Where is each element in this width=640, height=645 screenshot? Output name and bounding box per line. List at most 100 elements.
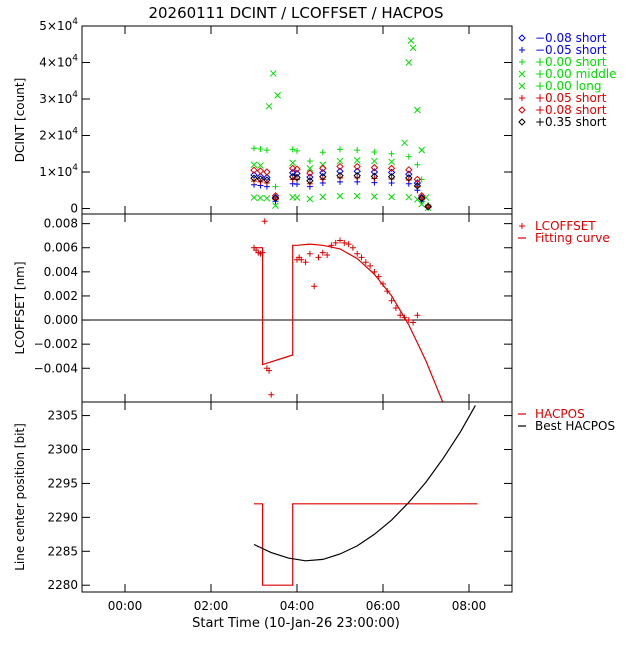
panel-1-series-7-point [336, 162, 344, 171]
panel-2-series-1-point [392, 305, 399, 311]
panel-1-series-8-point [256, 175, 265, 183]
panel-1-series-3-point [371, 148, 378, 155]
panel-1-legend-item-1-marker [518, 34, 526, 42]
chart-title: 20260111 DCINT / LCOFFSET / HACPOS [148, 4, 443, 22]
panel-1-series-5-point [405, 193, 413, 201]
panel-1-series-4-point-glyph [306, 165, 314, 172]
panel-1-y-tick-label: 5×104 [39, 17, 78, 33]
panel-1-series-8-point-glyph [424, 203, 432, 211]
panel-1-series-8-point [424, 203, 432, 211]
panel-3-legend-item-1-label: HACPOS [535, 407, 585, 421]
panel-1-legend-item-7-marker [518, 106, 526, 114]
panel-1-legend-item-3-marker [519, 59, 525, 65]
panel-1-series-4-point-glyph [405, 59, 413, 66]
panel-1-series-6-point-glyph [337, 174, 343, 181]
panel-1-series-4-point-glyph [250, 161, 258, 169]
panel-1-series-4-point [409, 44, 417, 52]
panel-1-series-3-point-glyph [405, 153, 412, 160]
panel-1-series-3-point [263, 147, 270, 154]
panel-1-series-7-point [306, 169, 314, 177]
panel-3-y-tick-label: 2280 [47, 578, 78, 592]
panel-1-series-4-point-glyph [289, 159, 297, 167]
panel-1-series-8-point [336, 171, 344, 180]
panel-1-series-7-point-glyph [417, 192, 426, 200]
panel-2-series-1-point [324, 251, 331, 258]
panel-2-series-1-point-glyph [306, 250, 313, 257]
y-tick-exponent: 4 [72, 54, 78, 64]
panel-1-series-8-point [319, 173, 327, 181]
panel-2-series-1-point [315, 254, 322, 261]
panel-1-series-5-point-glyph [306, 195, 314, 203]
panel-1-legend-item-4-marker [518, 70, 526, 78]
panel-1-series-3-point-glyph [289, 146, 296, 153]
panel-1-series-4-point [269, 70, 277, 77]
panel-2-series-1-point [268, 391, 275, 398]
panel-1-series-4-point [371, 157, 378, 165]
panel-1-series-4-point [388, 158, 395, 166]
y-tick-exponent: 4 [72, 90, 78, 100]
panel-1-series-4-point-glyph [274, 92, 282, 99]
panel-1-series-7-point [271, 192, 280, 200]
panel-1-series-3-point [257, 146, 264, 153]
panel-1-series-3-point [272, 183, 279, 190]
panel-1-y-tick-label: 0 [70, 202, 78, 216]
panel-2-series-1-point-glyph [367, 262, 374, 269]
panel-1-series-7-point-glyph [263, 168, 271, 176]
panel-1-series-8-point-glyph [370, 172, 379, 181]
panel-1-series-8-point [370, 172, 379, 181]
panel-1-series-8-point-glyph [417, 194, 426, 203]
panel-1-series-8-point-glyph [336, 171, 344, 180]
panel-1-series-4-point-glyph [265, 102, 273, 110]
panel-1-series-7-point-glyph [370, 163, 379, 172]
panel-1-series-8-point-glyph [306, 177, 314, 185]
panel-1-legend-item-4-label: +0.00 middle [535, 67, 617, 81]
panel-1-series-7-point [263, 168, 271, 176]
panel-1-series-7-point [370, 163, 379, 172]
panel-1-series-7-point-glyph [271, 192, 280, 200]
panel-1-series-6-point [388, 175, 395, 182]
panel-1-series-8-point-glyph [353, 171, 361, 180]
panel-1-series-8-point-glyph [405, 174, 413, 182]
panel-1-series-7-point-glyph [293, 165, 301, 173]
panel-2-series-1-point-glyph [410, 319, 417, 326]
panel-1-series-7-point-glyph [336, 162, 344, 171]
panel-2-series-1-point-glyph [268, 391, 275, 398]
panel-2-y-tick-label: 0.000 [44, 313, 78, 327]
panel-1-series-5-point-glyph [263, 194, 271, 202]
panel-2-series-1-point [388, 297, 395, 304]
panel-1-legend-item-6-label: +0.05 short [535, 91, 607, 105]
panel-1-series-7-point [353, 162, 361, 171]
panel-2-data [251, 218, 444, 402]
panel-2-series-1-point-glyph [358, 254, 365, 261]
panel-2-series-1-point-glyph [261, 218, 268, 225]
panel-1-series-8-point-glyph [387, 173, 396, 181]
panel-1-series-3-point [388, 150, 395, 157]
panel-1-series-1-point-glyph [336, 167, 344, 175]
panel-2-series-1-point [345, 241, 352, 248]
panel-1-series-7-point-glyph [250, 166, 258, 174]
panel-1-legend-item-7-label: +0.08 short [535, 103, 607, 117]
panel-1-series-8-point [417, 194, 426, 203]
panel-1-series-8-point [387, 173, 396, 181]
panel-1-series-5-point-glyph [250, 194, 258, 201]
panel-1-series-4-point [405, 59, 413, 66]
panel-1-series-3-point-glyph [263, 147, 270, 154]
panel-1-series-3-point-glyph [418, 176, 425, 183]
panel-1-series-5-point-glyph [388, 193, 395, 201]
panel-1-series-4-point-glyph [401, 139, 408, 147]
panel-1-series-1-point [319, 169, 327, 177]
panel-1-series-3-point [251, 145, 257, 152]
x-tick-label: 08:00 [452, 599, 487, 613]
panel-2-series-1-point [367, 262, 374, 269]
panel-3-y-tick-label: 2290 [47, 510, 78, 524]
panel-1-series-1-point [370, 168, 379, 176]
panel-1-series-3-point-glyph [257, 146, 264, 153]
panel-1-series-8-point-glyph [250, 174, 258, 182]
panel-1-series-5-point [371, 193, 378, 200]
panel-2-series-1-point [362, 259, 369, 266]
panel-1-legend-item-2-marker [519, 47, 525, 53]
panel-1-y-tick-label: 3×104 [39, 90, 78, 106]
panel-1-series-7-point [417, 192, 426, 200]
panel-3-y-tick-label: 2300 [47, 443, 78, 457]
